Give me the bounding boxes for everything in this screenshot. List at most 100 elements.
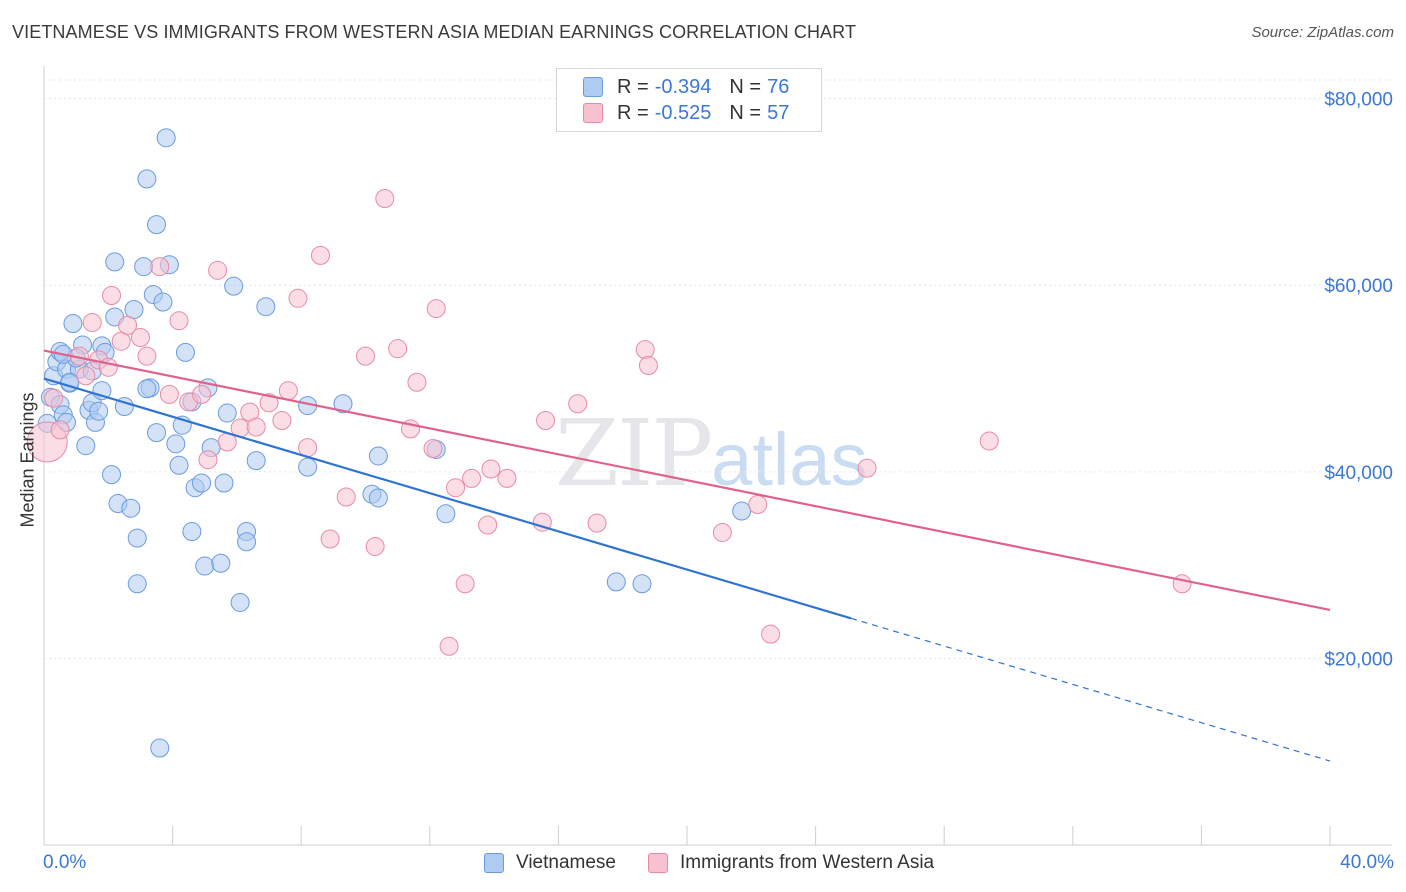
- western-asia-point: [278, 381, 298, 401]
- vietnamese-point: [134, 257, 154, 277]
- legend-r-label: R =: [617, 101, 649, 124]
- vietnamese-point: [169, 455, 189, 475]
- vietnamese-point: [137, 379, 157, 399]
- vietnamese-point: [368, 446, 388, 466]
- vietnamese-point: [195, 556, 215, 576]
- western-asia-point: [857, 458, 877, 478]
- vietnamese-point: [127, 528, 147, 548]
- western-asia-point: [208, 260, 228, 280]
- western-asia-point: [407, 372, 427, 392]
- western-asia-point: [439, 636, 459, 656]
- vietnamese-point: [166, 434, 186, 454]
- western-asia-point: [336, 487, 356, 507]
- vietnamese-point: [137, 169, 157, 189]
- western-asia-point: [50, 420, 70, 440]
- vietnamese-point: [63, 313, 83, 333]
- watermark-atlas: atlas: [711, 418, 868, 501]
- western-asia-point: [761, 624, 781, 644]
- vietnamese-point: [211, 553, 231, 573]
- western-asia-point: [111, 331, 131, 351]
- legend-n-value: 76: [767, 75, 790, 98]
- vietnamese-point: [333, 394, 353, 414]
- western-asia-point: [288, 288, 308, 308]
- western-asia-point: [137, 346, 157, 366]
- western-asia-point: [259, 393, 279, 413]
- western-asia-point: [365, 536, 385, 556]
- western-asia-point: [979, 431, 999, 451]
- western-asia-point: [587, 513, 607, 533]
- vietnamese-point: [368, 488, 388, 508]
- western-asia-point: [375, 188, 395, 208]
- legend-row-vietnamese: R = -0.394 N = 76: [583, 74, 789, 100]
- y-tick-label: $60,000: [1324, 276, 1393, 297]
- watermark: ZIPatlas: [555, 400, 867, 507]
- western-asia-point: [102, 286, 122, 306]
- vietnamese-point: [127, 574, 147, 594]
- vietnamese-point: [156, 128, 176, 148]
- vietnamese-point: [121, 498, 141, 518]
- western-asia-point: [198, 450, 218, 470]
- vietnamese-point: [224, 276, 244, 296]
- western-asia-trendline: [43, 349, 1331, 611]
- legend-n-value: 57: [767, 101, 790, 124]
- western-asia-point: [712, 522, 732, 542]
- legend-n-label: N =: [729, 75, 762, 98]
- y-tick-label: $80,000: [1324, 90, 1393, 111]
- western-asia-point: [536, 411, 556, 431]
- western-asia-point: [44, 388, 64, 408]
- legend-r-label: R =: [617, 75, 649, 98]
- vietnamese-point: [256, 297, 276, 317]
- vietnamese-trendline-extension: [850, 617, 1331, 762]
- western-asia-point: [118, 315, 138, 335]
- western-asia-point: [246, 417, 266, 437]
- correlation-legend: R = -0.394 N = 76 R = -0.525 N = 57: [556, 68, 822, 132]
- western-asia-point: [150, 257, 170, 277]
- vietnamese-point: [105, 252, 125, 272]
- series-legend: Vietnamese Immigrants from Western Asia: [484, 852, 966, 874]
- western-asia-point: [481, 459, 501, 479]
- vietnamese-point: [147, 423, 167, 443]
- western-asia-point: [98, 357, 118, 377]
- vietnamese-point: [230, 592, 250, 612]
- vietnamese-point: [732, 501, 752, 521]
- western-asia-point: [497, 468, 517, 488]
- western-asia-point: [82, 313, 102, 333]
- western-asia-point: [130, 327, 150, 347]
- vietnamese-point: [632, 574, 652, 594]
- vietnamese-point: [175, 342, 195, 362]
- vietnamese-point: [192, 473, 212, 493]
- western-asia-point: [192, 384, 212, 404]
- vietnamese-point: [606, 572, 626, 592]
- western-asia-point: [532, 512, 552, 532]
- western-asia-point: [310, 245, 330, 265]
- y-tick-label: $40,000: [1324, 463, 1393, 484]
- western-asia-point: [76, 366, 96, 386]
- legend-row-western-asia: R = -0.525 N = 57: [583, 100, 789, 126]
- y-tick-label: $20,000: [1324, 649, 1393, 670]
- vietnamese-point: [102, 465, 122, 485]
- western-asia-point: [1172, 574, 1192, 594]
- western-asia-point: [462, 468, 482, 488]
- vietnamese-point: [76, 436, 96, 456]
- watermark-zip: ZIP: [555, 400, 713, 507]
- western-asia-point: [320, 529, 340, 549]
- series-legend-western-asia[interactable]: Immigrants from Western Asia: [648, 852, 934, 874]
- legend-swatch-vietnamese: [583, 77, 603, 97]
- western-asia-point: [388, 339, 408, 359]
- legend-n-label: N =: [729, 101, 762, 124]
- vietnamese-point: [237, 532, 257, 552]
- western-asia-point: [446, 478, 466, 498]
- vietnamese-point: [182, 522, 202, 542]
- vietnamese-trendline: [43, 377, 852, 620]
- western-asia-point: [455, 574, 475, 594]
- x-tick-max: 40.0%: [1340, 852, 1394, 873]
- source-label: Source: ZipAtlas.com: [1251, 24, 1394, 41]
- western-asia-point: [159, 384, 179, 404]
- series-legend-vietnamese[interactable]: Vietnamese: [484, 852, 616, 874]
- western-asia-point: [272, 411, 292, 431]
- western-asia-point: [638, 355, 658, 375]
- legend-r-value: -0.525: [654, 101, 712, 124]
- western-asia-point: [423, 439, 443, 459]
- vietnamese-point: [124, 300, 144, 319]
